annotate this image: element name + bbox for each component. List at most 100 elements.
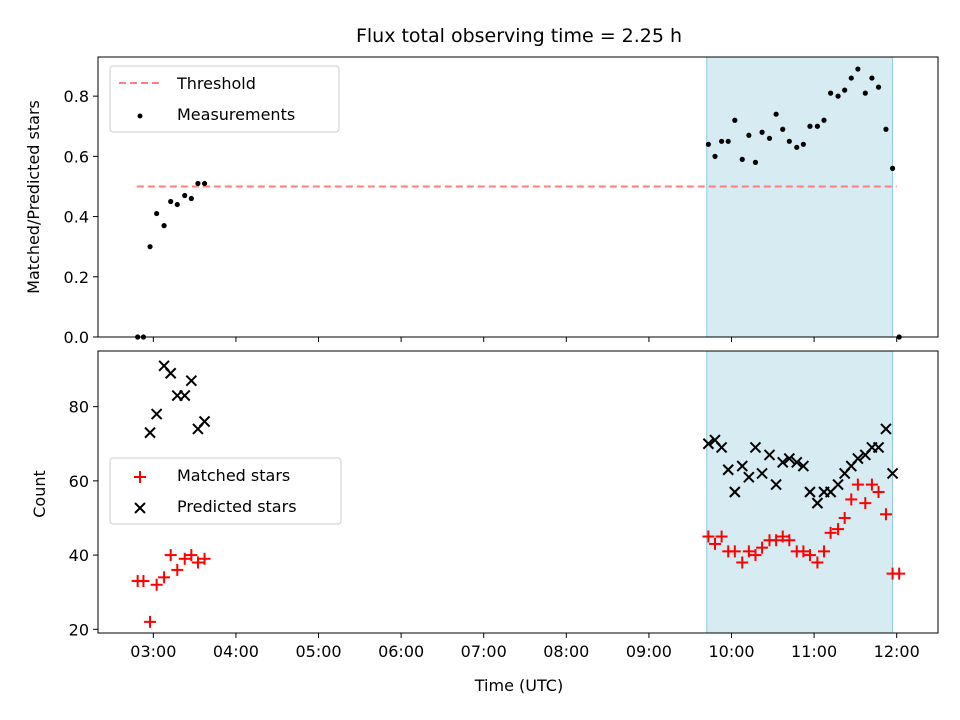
predicted-star-marker bbox=[144, 426, 156, 439]
predicted-star-marker bbox=[702, 438, 715, 450]
x-axis-label: Time (UTC) bbox=[474, 676, 563, 695]
matched-star-marker bbox=[756, 541, 769, 554]
measurement-point bbox=[718, 138, 725, 144]
x-tick-label: 12:00 bbox=[874, 642, 920, 661]
measurement-point bbox=[862, 90, 868, 96]
matched-star-marker bbox=[872, 486, 885, 498]
top-legend: Threshold Measurements bbox=[109, 65, 340, 133]
measurement-point bbox=[705, 141, 711, 147]
bottom-x-axis-ticks: 03:00 04:00 05:00 06:00 07:00 08:00 09:00 10:00… bbox=[130, 633, 920, 661]
measurement-point bbox=[875, 84, 882, 90]
matched-star-marker bbox=[824, 526, 837, 539]
predicted-star-marker bbox=[872, 441, 885, 454]
measurement-point bbox=[752, 159, 759, 165]
measurement-point bbox=[842, 87, 848, 93]
x-tick-label: 05:00 bbox=[295, 642, 341, 661]
matched-star-marker bbox=[178, 552, 191, 565]
predicted-star-marker bbox=[729, 486, 741, 498]
top-y-tick-label: 0.6 bbox=[64, 147, 89, 166]
predicted-star-marker bbox=[179, 389, 191, 402]
predicted-star-marker bbox=[811, 497, 824, 509]
matched-star-marker bbox=[797, 545, 810, 558]
predicted-star-marker bbox=[852, 452, 864, 465]
matched-star-marker bbox=[845, 493, 858, 506]
measurement-point bbox=[773, 111, 779, 117]
top-y-tick-label: 0.0 bbox=[64, 328, 89, 347]
matched-star-marker bbox=[879, 508, 892, 521]
legend-predicted-swatch bbox=[134, 502, 146, 514]
measurement-points bbox=[135, 66, 902, 340]
measurement-point bbox=[739, 156, 745, 162]
bottom-y-tick-label: 60 bbox=[69, 472, 89, 491]
matched-star-marker bbox=[171, 563, 184, 576]
measurement-point bbox=[168, 198, 174, 205]
top-y-tick-label: 0.8 bbox=[64, 87, 89, 106]
top-panel: 0.00.20.40.60.8 Matched/Predicted stars … bbox=[24, 56, 939, 347]
matched-star-marker bbox=[137, 575, 150, 588]
measurement-point bbox=[712, 153, 718, 159]
predicted-star-marker bbox=[198, 415, 211, 428]
predicted-star-marker bbox=[804, 486, 816, 498]
matched-star-marker bbox=[803, 549, 816, 562]
bottom-legend-box bbox=[109, 457, 342, 525]
measurement-point bbox=[814, 123, 821, 129]
bottom-y-tick-label: 40 bbox=[69, 546, 89, 565]
x-tick-label: 10:00 bbox=[708, 642, 754, 661]
chart-title: Flux total observing time = 2.25 h bbox=[356, 25, 682, 47]
predicted-star-marker bbox=[886, 467, 899, 480]
bottom-observing-window-shade bbox=[706, 350, 894, 634]
legend-measurements-swatch bbox=[137, 113, 143, 119]
legend-measurements-label: Measurements bbox=[177, 105, 295, 124]
top-plot-frame bbox=[97, 56, 939, 338]
matched-star-marker bbox=[770, 534, 783, 547]
matched-star-marker bbox=[702, 530, 715, 543]
predicted-star-marker bbox=[791, 456, 803, 469]
predicted-star-marker bbox=[880, 423, 892, 435]
measurement-point bbox=[746, 132, 752, 138]
predicted-star-marker bbox=[185, 374, 198, 387]
top-observing-window-shade bbox=[706, 56, 894, 338]
measurement-point bbox=[161, 223, 167, 229]
matched-star-marker bbox=[728, 545, 741, 558]
predicted-star-marker bbox=[715, 441, 728, 454]
matched-star-marker bbox=[893, 567, 906, 580]
measurement-point bbox=[766, 135, 773, 141]
matched-star-marker bbox=[158, 571, 171, 584]
measurement-point bbox=[828, 90, 834, 96]
measurement-point bbox=[807, 123, 813, 129]
matched-star-marker bbox=[144, 615, 157, 628]
measurement-point bbox=[182, 192, 188, 199]
measurement-point bbox=[786, 138, 792, 144]
predicted-star-marker bbox=[743, 471, 755, 483]
top-y-axis-label: Matched/Predicted stars bbox=[24, 100, 43, 294]
matched-star-marker bbox=[838, 511, 851, 524]
measurement-point bbox=[147, 244, 153, 250]
matched-star-marker bbox=[191, 556, 204, 569]
measurement-point bbox=[201, 180, 208, 187]
matched-star-marker bbox=[749, 549, 762, 562]
predicted-star-markers bbox=[144, 360, 899, 509]
matched-star-marker bbox=[715, 530, 728, 543]
top-y-tick-label: 0.2 bbox=[64, 268, 89, 287]
measurement-point bbox=[848, 75, 854, 81]
bottom-plot-frame bbox=[97, 350, 939, 634]
predicted-star-marker bbox=[777, 456, 789, 469]
predicted-star-marker bbox=[770, 478, 782, 491]
predicted-star-marker bbox=[756, 467, 768, 480]
x-tick-label: 06:00 bbox=[378, 642, 424, 661]
measurement-point bbox=[889, 165, 896, 171]
x-tick-label: 04:00 bbox=[213, 642, 259, 661]
top-y-tick-label: 0.4 bbox=[64, 208, 89, 227]
matched-star-marker bbox=[708, 537, 721, 550]
x-tick-label: 07:00 bbox=[461, 642, 507, 661]
matched-star-marker bbox=[776, 530, 789, 543]
predicted-star-marker bbox=[783, 452, 796, 465]
x-tick-label: 03:00 bbox=[130, 642, 176, 661]
matched-star-marker bbox=[736, 556, 749, 569]
measurement-point bbox=[154, 210, 160, 217]
matched-star-marker bbox=[742, 545, 755, 558]
measurement-point bbox=[725, 138, 731, 144]
matched-star-marker bbox=[818, 545, 831, 558]
bottom-y-tick-label: 80 bbox=[69, 398, 89, 417]
